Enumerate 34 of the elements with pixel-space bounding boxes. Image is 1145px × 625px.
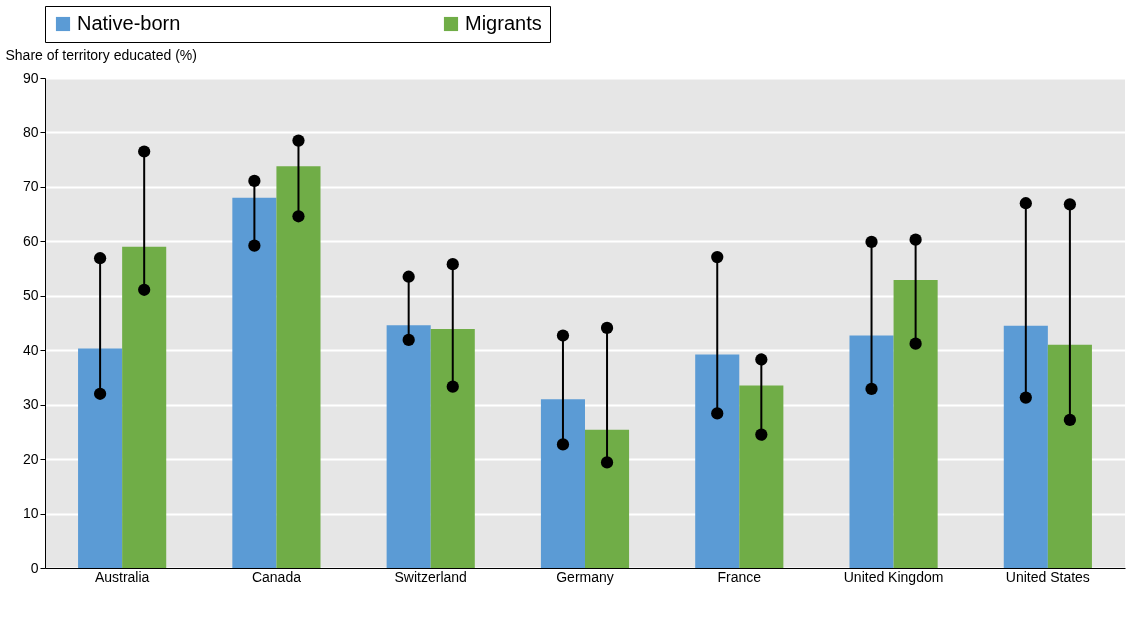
bar bbox=[739, 385, 784, 568]
bar bbox=[849, 335, 894, 568]
bar bbox=[695, 354, 740, 568]
y-tick-label: 20 bbox=[22, 450, 39, 467]
x-tick-label: United Kingdom bbox=[843, 568, 944, 585]
bar bbox=[1003, 325, 1048, 568]
y-tick-label: 80 bbox=[22, 123, 39, 140]
legend-label: Native-born bbox=[77, 12, 181, 34]
x-tick-label: Germany bbox=[556, 568, 614, 585]
bar bbox=[430, 328, 475, 568]
x-tick-label: Canada bbox=[251, 568, 302, 585]
bar bbox=[232, 197, 277, 568]
bar bbox=[585, 429, 630, 568]
y-tick-label: 60 bbox=[22, 232, 39, 249]
bar bbox=[1047, 344, 1092, 568]
y-tick-label: 90 bbox=[22, 69, 39, 86]
bar bbox=[122, 246, 167, 568]
y-axis-title: Share of territory educated (%) bbox=[5, 46, 197, 63]
bar bbox=[540, 399, 585, 568]
bar bbox=[386, 325, 431, 568]
bar bbox=[276, 166, 321, 568]
y-tick-label: 10 bbox=[22, 505, 39, 522]
bar bbox=[78, 348, 123, 568]
y-tick-label: 0 bbox=[30, 559, 39, 576]
y-tick-label: 50 bbox=[22, 287, 39, 304]
y-tick-label: 70 bbox=[22, 178, 39, 195]
y-tick-label: 40 bbox=[22, 341, 39, 358]
legend-label: Migrants bbox=[465, 12, 542, 34]
bar bbox=[893, 279, 938, 568]
x-tick-label: France bbox=[717, 568, 762, 585]
x-tick-label: Australia bbox=[94, 568, 150, 585]
x-tick-label: United States bbox=[1005, 568, 1090, 585]
x-tick-label: Switzerland bbox=[394, 568, 467, 585]
y-tick-label: 30 bbox=[22, 396, 39, 413]
